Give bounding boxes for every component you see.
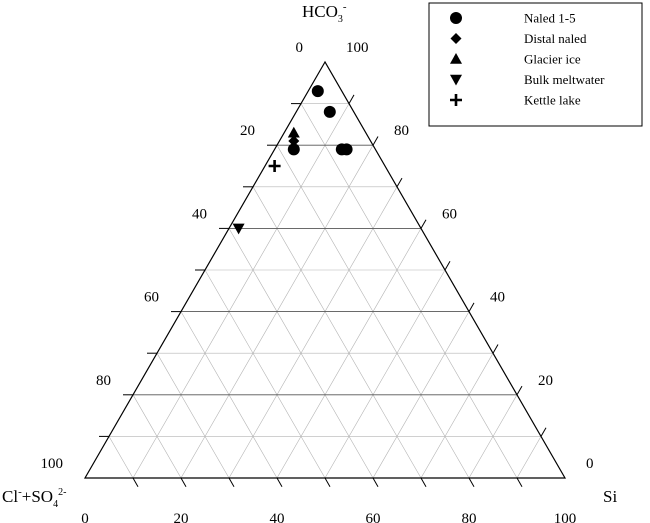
legend-marker-circle (450, 12, 462, 24)
tick-right (348, 94, 355, 104)
tick-label-left: 20 (240, 123, 255, 139)
tick-label-left: 40 (192, 206, 207, 222)
data-points (232, 85, 353, 235)
legend-marker-triangle-down (450, 74, 462, 86)
tick-bottom (132, 477, 139, 487)
data-point-diamond (288, 135, 300, 147)
tick-label-bottom: 80 (462, 511, 477, 523)
tick-bottom (324, 477, 331, 487)
tick-label-left: 0 (296, 40, 304, 56)
tick-label-bottom: 40 (270, 511, 285, 523)
data-point-circle (311, 85, 324, 98)
tick-label-right: 60 (442, 206, 457, 222)
tick-label-right: 40 (490, 290, 505, 306)
data-point-circle (323, 105, 336, 118)
tick-label-left: 80 (96, 373, 111, 389)
tick-label-bottom: 60 (366, 511, 381, 523)
tick-bottom (228, 477, 235, 487)
grid-line-cl-so4 (252, 186, 422, 479)
legend-marker-diamond (450, 33, 462, 44)
legend-marker-plus (450, 94, 462, 106)
tick-label-bottom: 0 (81, 511, 89, 523)
tick-label-right: 0 (586, 456, 594, 472)
data-point-circle (287, 143, 300, 156)
tick-right (468, 302, 475, 312)
tick-label-left: 60 (144, 290, 159, 306)
left-axis-label: Cl-+SO42- (2, 486, 66, 510)
tick-label-left: 100 (41, 456, 64, 472)
tick-right (396, 177, 403, 188)
grid-line-si (420, 353, 494, 479)
data-point-triangle-up (287, 126, 300, 138)
tick-label-right: 80 (394, 123, 409, 139)
grid-line-cl-so4 (204, 269, 326, 479)
legend-marker-triangle-up (450, 53, 462, 64)
tick-bottom (180, 477, 187, 487)
tick-label-bottom: 20 (174, 511, 189, 523)
legend-box (428, 2, 643, 127)
legend-label: Bulk meltwater (524, 72, 605, 87)
tick-right (420, 219, 427, 229)
tick-right (492, 344, 499, 354)
tick-label-right: 100 (346, 40, 369, 56)
legend-label: Distal naled (524, 31, 587, 46)
tick-bottom (420, 477, 427, 487)
ternary-ticks (99, 94, 547, 487)
tick-right (516, 385, 523, 396)
legend-label: Glacier ice (524, 52, 581, 67)
grid-line-cl-so4 (108, 436, 134, 479)
grid-line-si (324, 269, 446, 479)
data-point-triangle-down (232, 223, 245, 235)
tick-label-bottom: 100 (554, 511, 577, 523)
tick-bottom (468, 477, 475, 487)
grid-line-cl-so4 (156, 353, 230, 479)
tick-right (540, 427, 547, 437)
right-axis-label: Si (603, 487, 617, 506)
ternary-grid (108, 103, 542, 479)
top-axis-label: HCO3- (302, 1, 347, 25)
data-point-plus (268, 160, 281, 172)
grid-line-cl-so4 (300, 103, 518, 479)
data-point-circle (340, 143, 353, 156)
tick-right (372, 136, 379, 146)
grid-line-si (228, 186, 398, 479)
tick-bottom (516, 477, 523, 487)
legend-label: Kettle lake (524, 93, 581, 108)
grid-line-si (516, 436, 542, 479)
legend: Naled 1-5 Distal naled Glacier ice Bulk mel… (428, 2, 643, 127)
tick-bottom (276, 477, 283, 487)
ternary-tick-labels: 0 20 40 60 80 100 100 80 60 40 20 0 0 20 40 60 80 100 (41, 40, 594, 523)
tick-bottom (372, 477, 379, 487)
tick-right (444, 261, 451, 271)
tick-label-right: 20 (538, 373, 553, 389)
grid-line-si (132, 103, 350, 479)
legend-label: Naled 1-5 (524, 11, 576, 26)
